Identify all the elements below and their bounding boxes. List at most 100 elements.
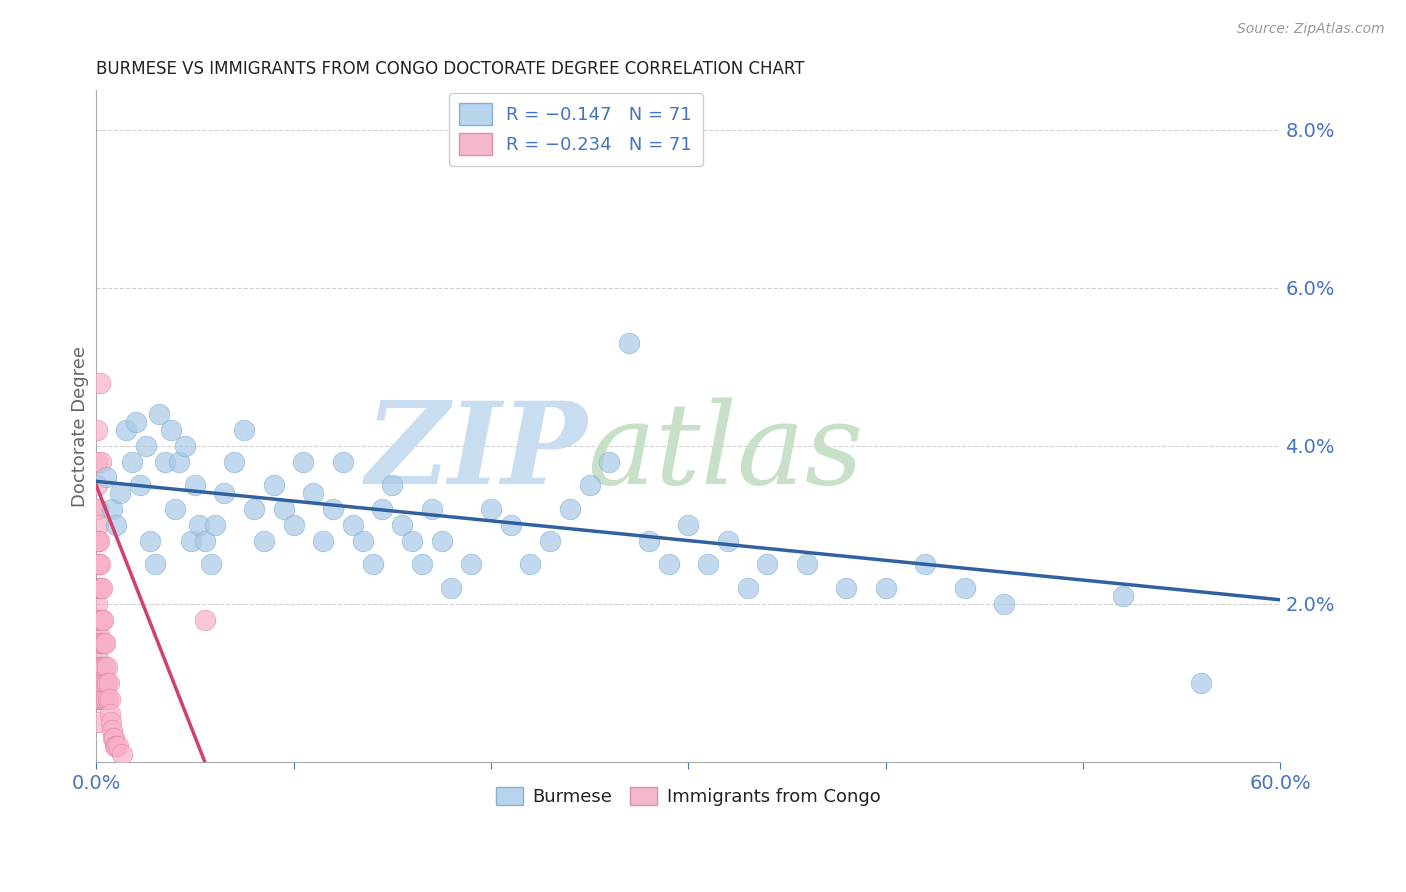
Point — [145, 558, 167, 572]
Point — [1111, 589, 1133, 603]
Point — [352, 533, 374, 548]
Point — [90, 454, 112, 468]
Point — [86, 581, 108, 595]
Point — [93, 660, 115, 674]
Point — [167, 454, 190, 468]
Point — [89, 558, 111, 572]
Point — [90, 613, 112, 627]
Point — [93, 636, 115, 650]
Point — [678, 517, 700, 532]
Point — [87, 691, 110, 706]
Point — [111, 747, 134, 761]
Point — [391, 517, 413, 532]
Point — [322, 502, 344, 516]
Point — [125, 415, 148, 429]
Point — [86, 613, 108, 627]
Point — [361, 558, 384, 572]
Point — [89, 581, 111, 595]
Point — [233, 423, 256, 437]
Point — [100, 715, 122, 730]
Point — [91, 613, 114, 627]
Point — [87, 660, 110, 674]
Point — [460, 558, 482, 572]
Point — [204, 517, 226, 532]
Point — [101, 731, 124, 745]
Point — [87, 628, 110, 642]
Point — [87, 558, 110, 572]
Point — [87, 715, 110, 730]
Text: BURMESE VS IMMIGRANTS FROM CONGO DOCTORATE DEGREE CORRELATION CHART: BURMESE VS IMMIGRANTS FROM CONGO DOCTORA… — [96, 60, 804, 78]
Point — [194, 613, 217, 627]
Legend: Burmese, Immigrants from Congo: Burmese, Immigrants from Congo — [489, 780, 887, 814]
Point — [87, 502, 110, 516]
Text: atlas: atlas — [588, 398, 865, 508]
Point — [90, 636, 112, 650]
Point — [598, 454, 620, 468]
Point — [108, 486, 131, 500]
Point — [86, 502, 108, 516]
Point — [89, 675, 111, 690]
Point — [86, 454, 108, 468]
Point — [96, 675, 118, 690]
Point — [86, 597, 108, 611]
Point — [93, 691, 115, 706]
Point — [104, 517, 127, 532]
Point — [89, 376, 111, 390]
Point — [87, 613, 110, 627]
Point — [558, 502, 581, 516]
Point — [253, 533, 276, 548]
Point — [98, 691, 121, 706]
Point — [87, 675, 110, 690]
Point — [89, 558, 111, 572]
Point — [214, 486, 236, 500]
Point — [96, 660, 118, 674]
Point — [292, 454, 315, 468]
Point — [194, 533, 217, 548]
Point — [91, 675, 114, 690]
Point — [87, 652, 110, 666]
Point — [90, 581, 112, 595]
Point — [440, 581, 463, 595]
Point — [107, 739, 129, 753]
Point — [796, 558, 818, 572]
Point — [90, 675, 112, 690]
Point — [224, 454, 246, 468]
Point — [86, 558, 108, 572]
Point — [94, 675, 117, 690]
Point — [86, 533, 108, 548]
Point — [371, 502, 394, 516]
Point — [875, 581, 897, 595]
Point — [578, 478, 600, 492]
Point — [91, 660, 114, 674]
Point — [835, 581, 858, 595]
Point — [617, 336, 640, 351]
Point — [91, 613, 114, 627]
Point — [91, 636, 114, 650]
Point — [155, 454, 177, 468]
Point — [100, 707, 122, 722]
Point — [499, 517, 522, 532]
Point — [87, 691, 110, 706]
Text: Source: ZipAtlas.com: Source: ZipAtlas.com — [1237, 22, 1385, 37]
Point — [243, 502, 266, 516]
Point — [180, 533, 202, 548]
Point — [101, 723, 124, 738]
Point — [637, 533, 659, 548]
Point — [114, 423, 136, 437]
Point — [90, 581, 112, 595]
Point — [273, 502, 295, 516]
Point — [104, 739, 127, 753]
Point — [148, 407, 170, 421]
Point — [135, 439, 157, 453]
Point — [420, 502, 443, 516]
Point — [381, 478, 404, 492]
Point — [97, 675, 120, 690]
Point — [756, 558, 779, 572]
Point — [993, 597, 1015, 611]
Point — [914, 558, 936, 572]
Point — [200, 558, 222, 572]
Point — [87, 581, 110, 595]
Point — [86, 478, 108, 492]
Point — [93, 675, 115, 690]
Point — [263, 478, 285, 492]
